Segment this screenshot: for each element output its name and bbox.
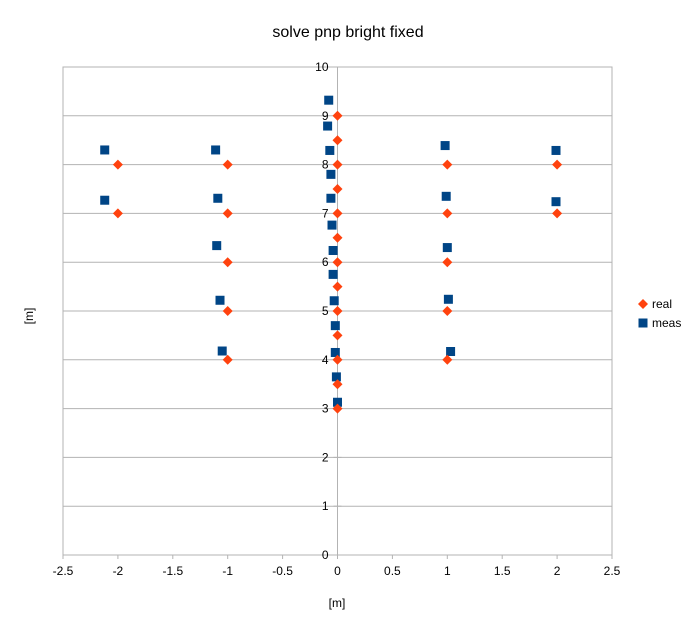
x-tick-label: -1.5 xyxy=(162,564,183,578)
x-tick-label: 1.5 xyxy=(494,564,511,578)
y-axis-label: [m] xyxy=(22,308,36,325)
real-point xyxy=(222,257,233,268)
real-point xyxy=(332,110,343,121)
legend: real meas xyxy=(638,297,681,330)
y-tick-label: 8 xyxy=(322,158,329,172)
meas-point xyxy=(217,346,227,356)
meas-point xyxy=(212,241,222,251)
meas-point xyxy=(328,245,338,255)
meas-point xyxy=(215,295,225,305)
real-point xyxy=(332,281,343,292)
real-point xyxy=(442,208,453,219)
x-tick-label: 1 xyxy=(444,564,451,578)
real-point xyxy=(332,379,343,390)
real-point xyxy=(222,354,233,365)
real-point xyxy=(112,208,123,219)
meas-point xyxy=(441,191,451,201)
chart-title: solve pnp bright fixed xyxy=(272,24,423,41)
tick-labels: 0 1 2 3 4 5 6 7 8 9 10 -2.5 -2 -1.5 -1 -0.5 0 0.5 1 1.5 2 2.5 xyxy=(53,60,621,578)
real-point xyxy=(332,159,343,170)
real-point xyxy=(332,135,343,146)
y-tick-label: 1 xyxy=(322,499,329,513)
meas-point xyxy=(443,294,453,304)
real-point xyxy=(332,403,343,414)
meas-point xyxy=(328,269,338,279)
real-point xyxy=(332,257,343,268)
meas-point xyxy=(446,347,456,357)
real-point xyxy=(442,257,453,268)
x-tick-label: -2.5 xyxy=(53,564,74,578)
x-tick-label: -0.5 xyxy=(272,564,293,578)
legend-marker-real xyxy=(638,299,648,309)
meas-point xyxy=(330,321,340,331)
x-tick-label: 0.5 xyxy=(384,564,401,578)
meas-point xyxy=(442,243,452,253)
x-tick-label: 2 xyxy=(554,564,561,578)
legend-label-real: real xyxy=(652,297,672,311)
meas-point xyxy=(326,169,336,179)
real-point xyxy=(552,208,563,219)
real-point xyxy=(332,232,343,243)
x-tick-label: 0 xyxy=(334,564,341,578)
y-tick-label: 5 xyxy=(322,304,329,318)
meas-point xyxy=(213,193,223,203)
y-tick-label: 3 xyxy=(322,402,329,416)
x-tick-label: 2.5 xyxy=(604,564,621,578)
legend-label-meas: meas xyxy=(652,316,681,330)
real-point xyxy=(332,306,343,316)
y-tick-label: 0 xyxy=(322,548,329,562)
x-tick-label: -1 xyxy=(222,564,233,578)
real-point xyxy=(442,354,453,365)
y-tick-label: 2 xyxy=(322,450,329,464)
real-point xyxy=(332,208,343,219)
y-tick-label: 10 xyxy=(315,60,329,74)
meas-point xyxy=(440,141,450,151)
meas-point xyxy=(324,95,334,105)
meas-point xyxy=(551,197,561,207)
meas-point xyxy=(327,220,337,230)
meas-point xyxy=(100,145,110,155)
y-tick-label: 4 xyxy=(322,353,329,367)
meas-point xyxy=(551,145,561,155)
real-point xyxy=(222,208,233,219)
real-point xyxy=(112,159,123,170)
real-point xyxy=(332,330,343,341)
meas-point xyxy=(333,397,342,407)
x-axis-label: [m] xyxy=(329,596,346,610)
meas-point xyxy=(323,121,333,131)
meas-point xyxy=(325,145,335,155)
legend-marker-meas xyxy=(638,318,648,328)
real-point xyxy=(222,159,233,170)
y-tick-label: 7 xyxy=(322,206,329,220)
meas-point xyxy=(326,193,336,203)
real-point xyxy=(332,354,343,365)
data-points xyxy=(100,95,563,414)
y-tick-label: 6 xyxy=(322,255,329,269)
real-point xyxy=(552,159,563,170)
meas-point xyxy=(330,347,340,357)
real-point xyxy=(222,306,233,316)
meas-point xyxy=(100,195,110,205)
real-point xyxy=(442,159,453,170)
real-point xyxy=(332,184,343,194)
meas-point xyxy=(329,296,339,306)
real-point xyxy=(442,306,453,316)
meas-point xyxy=(211,145,221,155)
meas-point xyxy=(331,372,341,382)
x-tick-label: -2 xyxy=(113,564,124,578)
y-tick-label: 9 xyxy=(322,109,329,123)
